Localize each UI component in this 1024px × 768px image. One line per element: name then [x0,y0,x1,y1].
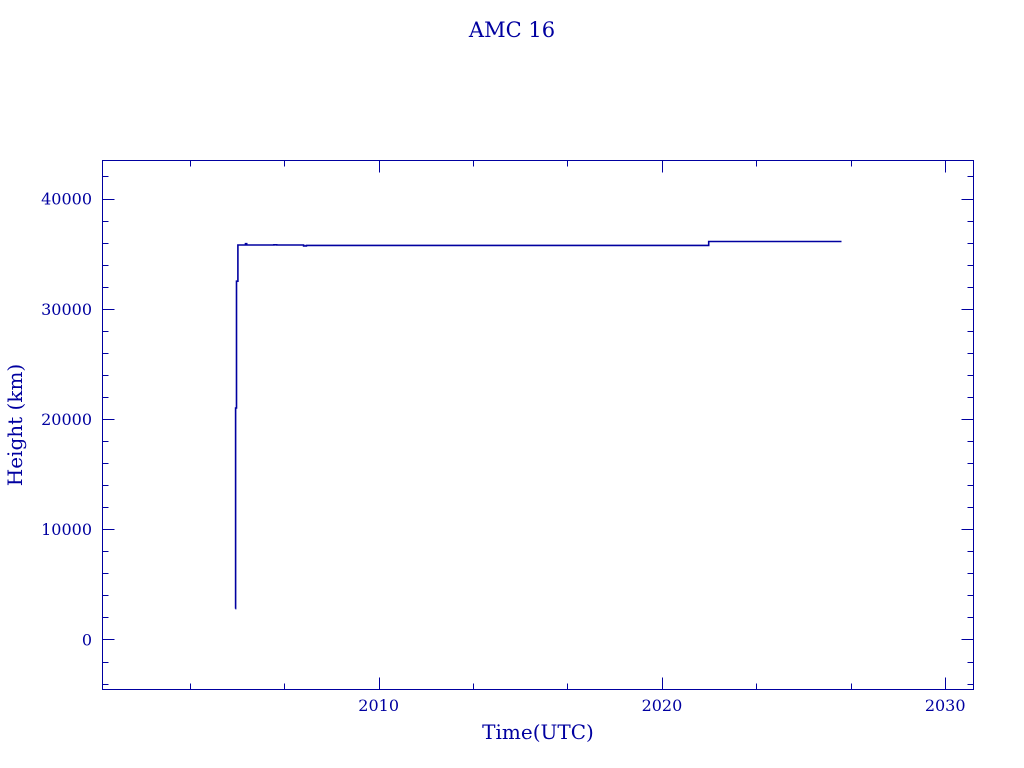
y-axis-label: Height (km) [3,364,27,486]
y-tick-label: 10000 [41,520,92,539]
chart-title: AMC 16 [468,18,555,42]
x-tick-label: 2030 [925,696,966,715]
y-tick-label: 0 [82,630,92,649]
x-tick-label: 2010 [358,696,399,715]
y-tick-label: 30000 [41,300,92,319]
height-series-line [234,240,842,610]
y-tick-label: 40000 [41,190,92,209]
y-tick-label: 20000 [41,410,92,429]
x-axis-label: Time(UTC) [482,720,594,744]
plot-frame [102,160,974,690]
x-tick-label: 2020 [642,696,683,715]
